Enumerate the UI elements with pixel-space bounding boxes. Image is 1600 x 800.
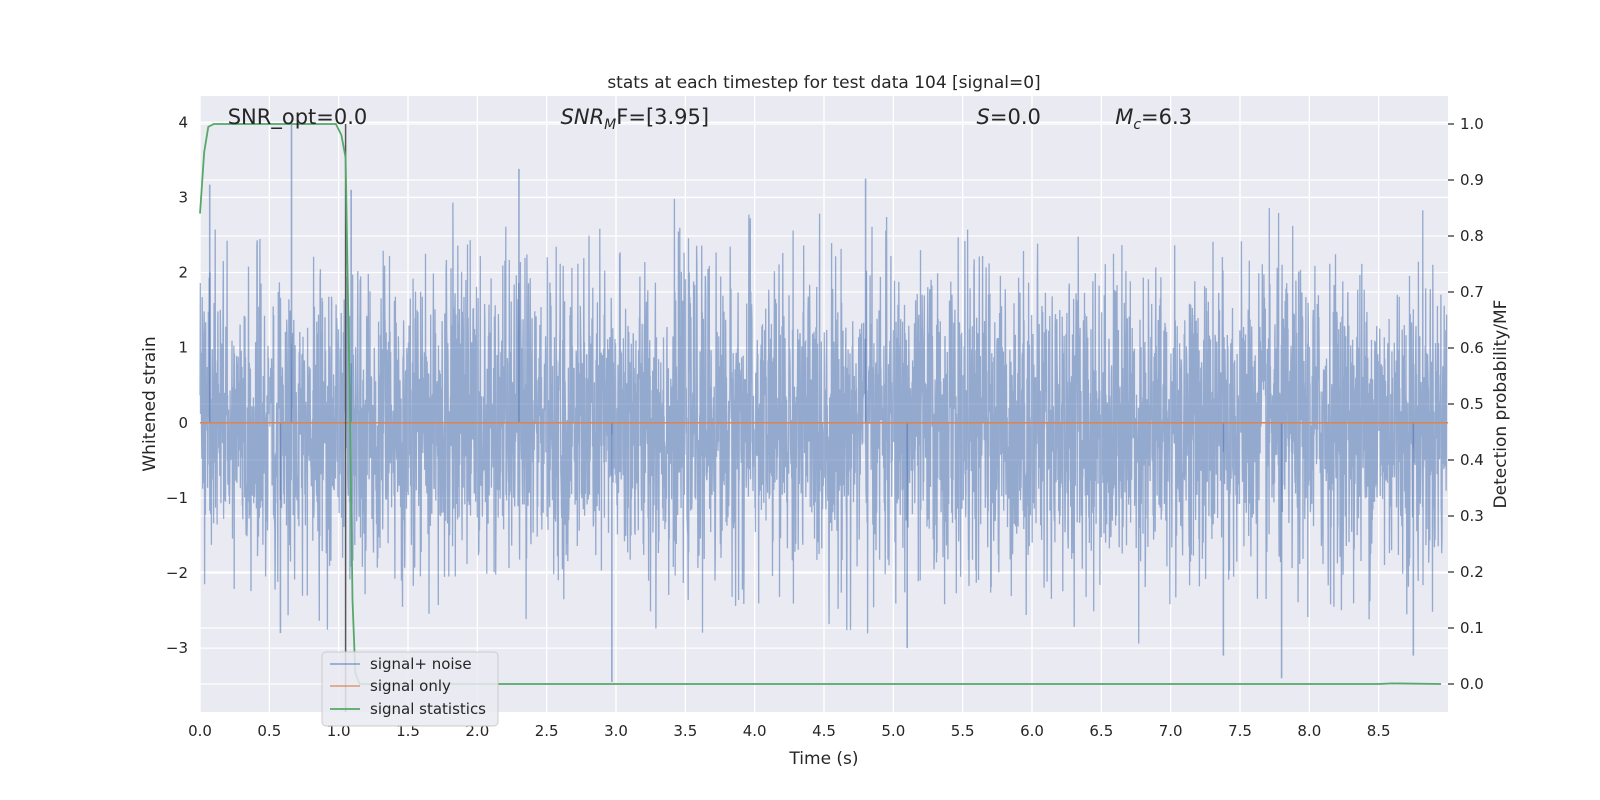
y2-tick-label-0: 0.0 [1460, 675, 1484, 693]
y-tick-label-3: 0 [178, 414, 188, 432]
y2-tick-label-1: 0.1 [1460, 619, 1484, 637]
annotation-mc-sub: c [1133, 117, 1141, 133]
y2-tick-label-4: 0.4 [1460, 451, 1484, 469]
y-tick-label-6: 3 [178, 188, 188, 206]
x-tick-label-15: 7.5 [1228, 722, 1252, 740]
y-tick-label-2: −1 [166, 489, 188, 507]
y2-tick-label-6: 0.6 [1460, 339, 1484, 357]
y-tick-label-7: 4 [178, 113, 188, 131]
x-tick-label-9: 4.5 [812, 722, 836, 740]
y-tick-label-4: 1 [178, 339, 188, 357]
x-axis-label: Time (s) [788, 749, 858, 769]
x-tick-label-5: 2.5 [535, 722, 559, 740]
annotation-s: S=0.0 [977, 105, 1041, 129]
y2-tick-label-9: 0.9 [1460, 171, 1484, 189]
x-tick-label-1: 0.5 [257, 722, 281, 740]
y2-tick-label-2: 0.2 [1460, 563, 1484, 581]
y2-axis-label: Detection probability/MF [1491, 300, 1511, 509]
x-tick-label-6: 3.0 [604, 722, 628, 740]
annotation-snr-mf: SNRMF=[3.95] [561, 105, 710, 133]
series-signal-noise [199, 122, 1448, 682]
x-tick-label-7: 3.5 [673, 722, 697, 740]
y2-tick-label-8: 0.8 [1460, 227, 1484, 245]
annotation-mc-main: M [1115, 105, 1133, 129]
x-tick-label-10: 5.0 [881, 722, 905, 740]
x-tick-label-8: 4.0 [743, 722, 767, 740]
legend-label-signal-noise: signal+ noise [370, 655, 472, 673]
y-tick-label-5: 2 [178, 264, 188, 282]
signal-statistics-line [199, 123, 1442, 685]
chart-title: stats at each timestep for test data 104… [607, 73, 1040, 93]
legend: signal+ noise signal only signal statist… [321, 651, 499, 727]
y2-tick-label-5: 0.5 [1460, 395, 1484, 413]
x-tick-label-13: 6.5 [1089, 722, 1113, 740]
annotation-s-main: S [977, 105, 990, 129]
x-tick-label-12: 6.0 [1020, 722, 1044, 740]
y2-tick-label-10: 1.0 [1460, 115, 1484, 133]
annotation-s-rest: =0.0 [990, 105, 1041, 129]
noise-trace [199, 198, 1448, 644]
y-axis-ticks: −3 −2 −1 0 1 2 3 4 [166, 113, 188, 657]
annotation-snr-opt: SNR_opt=0.0 [228, 105, 368, 130]
annotations: SNR_opt=0.0 SNRMF=[3.95] S=0.0 Mc=6.3 [228, 105, 1192, 133]
annotation-snr-mf-main: SNR [561, 105, 605, 129]
y-tick-label-1: −2 [166, 564, 188, 582]
legend-label-signal-statistics: signal statistics [370, 700, 486, 718]
series-signal-statistics [199, 123, 1442, 685]
y-tick-label-0: −3 [166, 639, 188, 657]
x-tick-label-14: 7.0 [1159, 722, 1183, 740]
annotation-snr-mf-sub: M [604, 117, 616, 133]
legend-box [321, 651, 499, 727]
annotation-mc: Mc=6.3 [1115, 105, 1192, 133]
annotation-snr-mf-rest: F=[3.95] [616, 105, 709, 129]
annotation-mc-rest: =6.3 [1141, 105, 1192, 129]
x-axis-ticks: 0.0 0.5 1.0 1.5 2.0 2.5 3.0 3.5 4.0 4.5 5.0 5.5 6.0 6… [188, 722, 1391, 740]
x-tick-label-16: 8.0 [1297, 722, 1321, 740]
legend-label-signal-only: signal only [370, 677, 451, 695]
y-axis-label: Whitened strain [140, 336, 160, 471]
y2-tick-label-7: 0.7 [1460, 283, 1484, 301]
x-tick-label-0: 0.0 [188, 722, 212, 740]
x-tick-label-17: 8.5 [1367, 722, 1391, 740]
y2-tick-label-3: 0.3 [1460, 507, 1484, 525]
y2-axis-ticks: 0.0 0.1 0.2 0.3 0.4 0.5 0.6 0.7 0.8 0.9 1.0 [1448, 115, 1484, 693]
x-tick-label-11: 5.5 [951, 722, 975, 740]
